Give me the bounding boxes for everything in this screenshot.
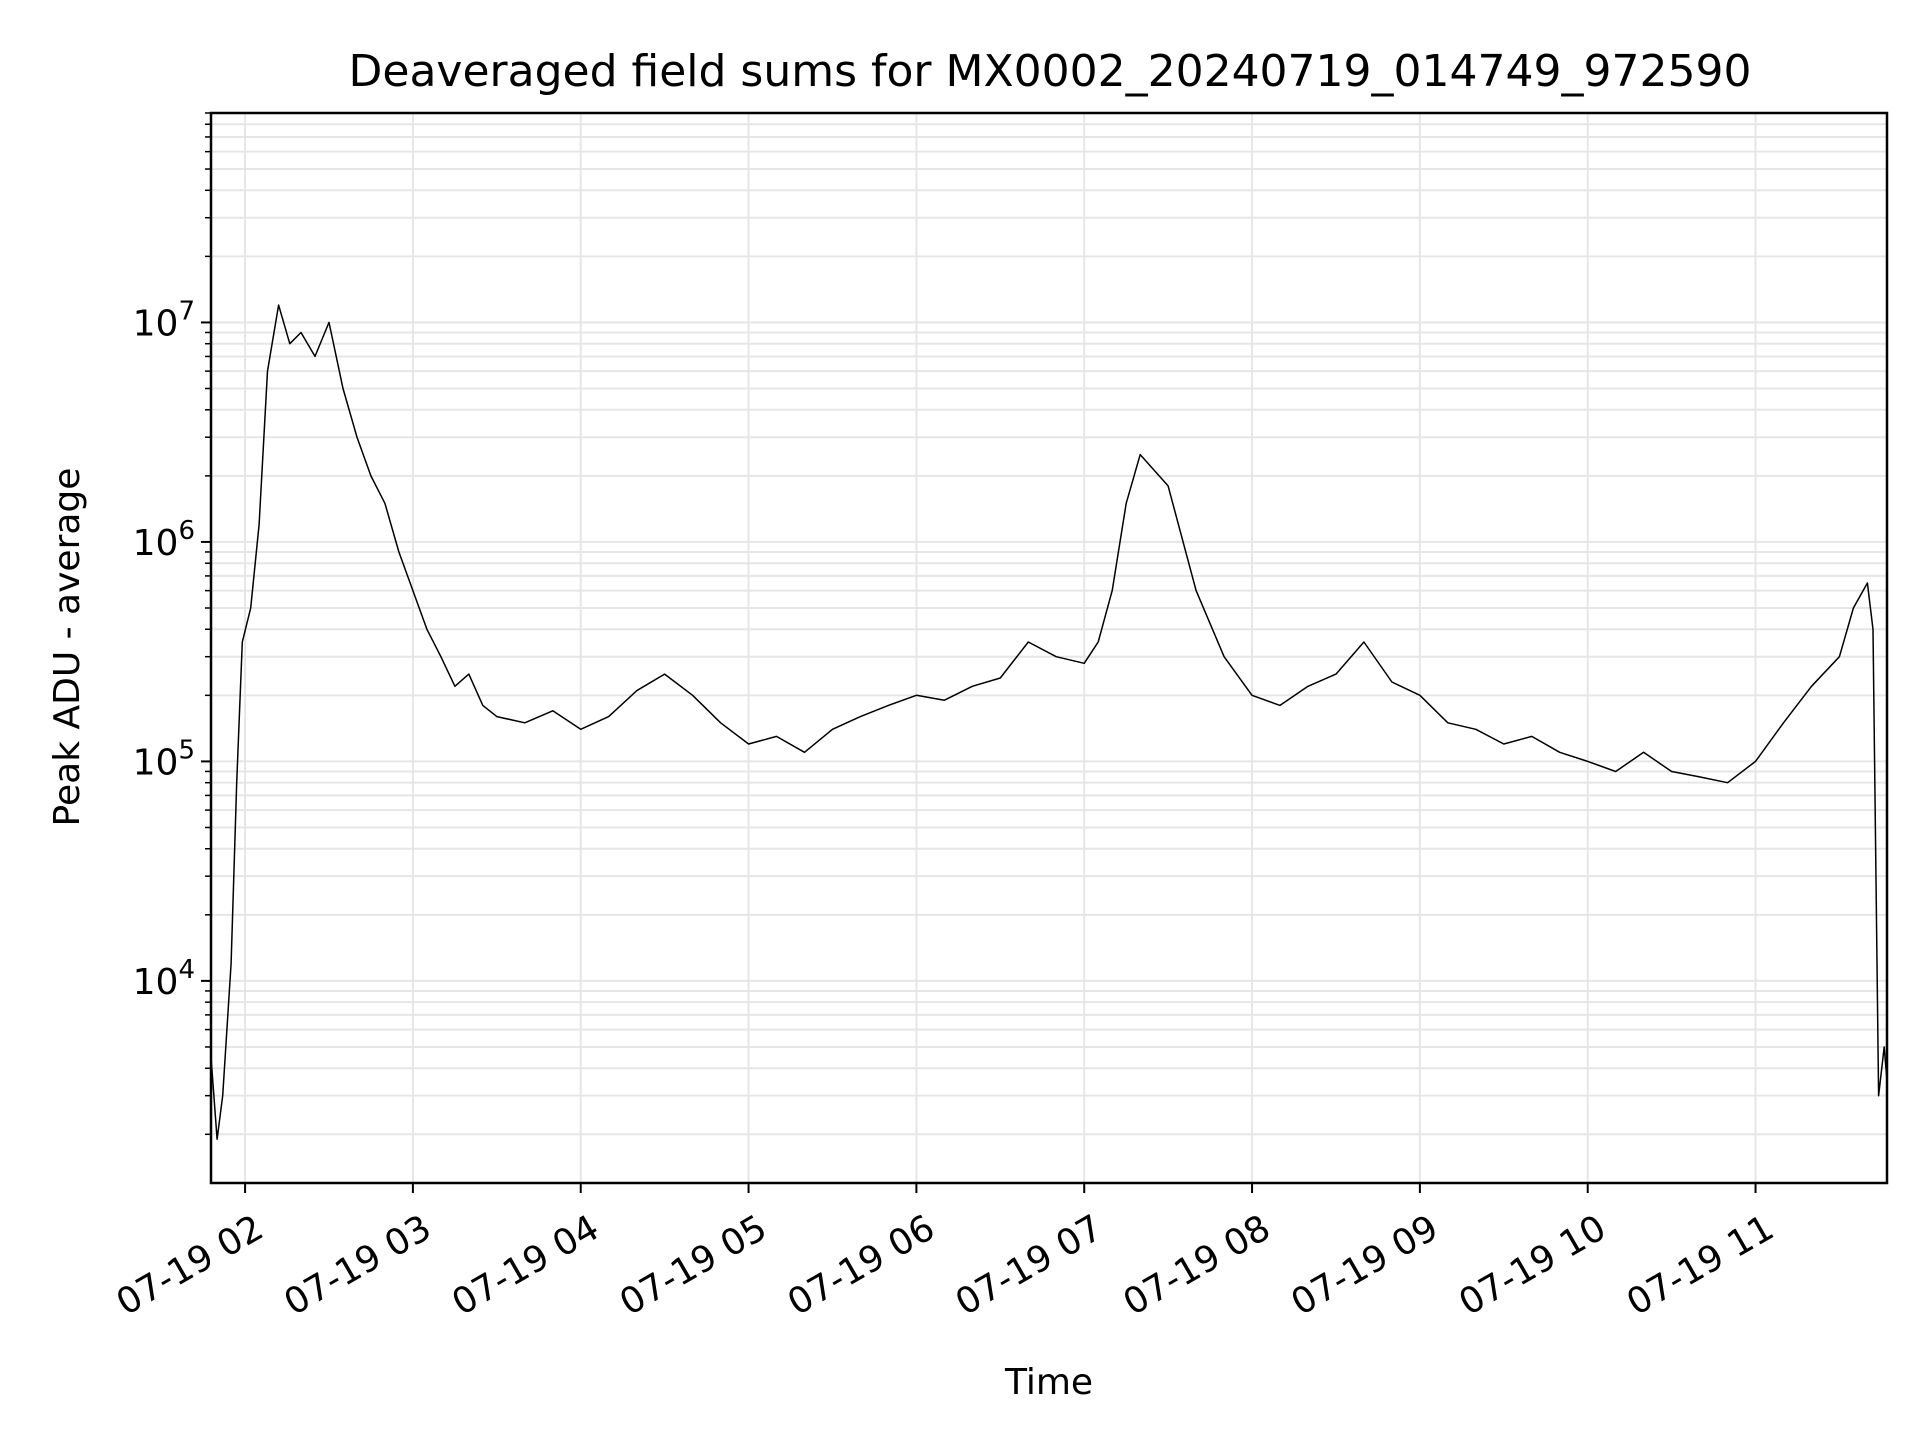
series-line <box>210 304 1888 1140</box>
y-axis-label: Peak ADU - average <box>47 468 88 827</box>
chart-title: Deaveraged field sums for MX0002_2024071… <box>349 46 1752 97</box>
plot-frame <box>209 111 1889 1185</box>
y-tick-label: 107 <box>133 296 195 344</box>
y-tick-label: 105 <box>133 735 195 783</box>
series-layer <box>210 304 1888 1140</box>
y-tick-label: 106 <box>133 516 195 564</box>
grid <box>211 112 1887 1183</box>
x-axis-label: Time <box>1004 1362 1093 1403</box>
y-tick-label: 104 <box>133 955 195 1003</box>
